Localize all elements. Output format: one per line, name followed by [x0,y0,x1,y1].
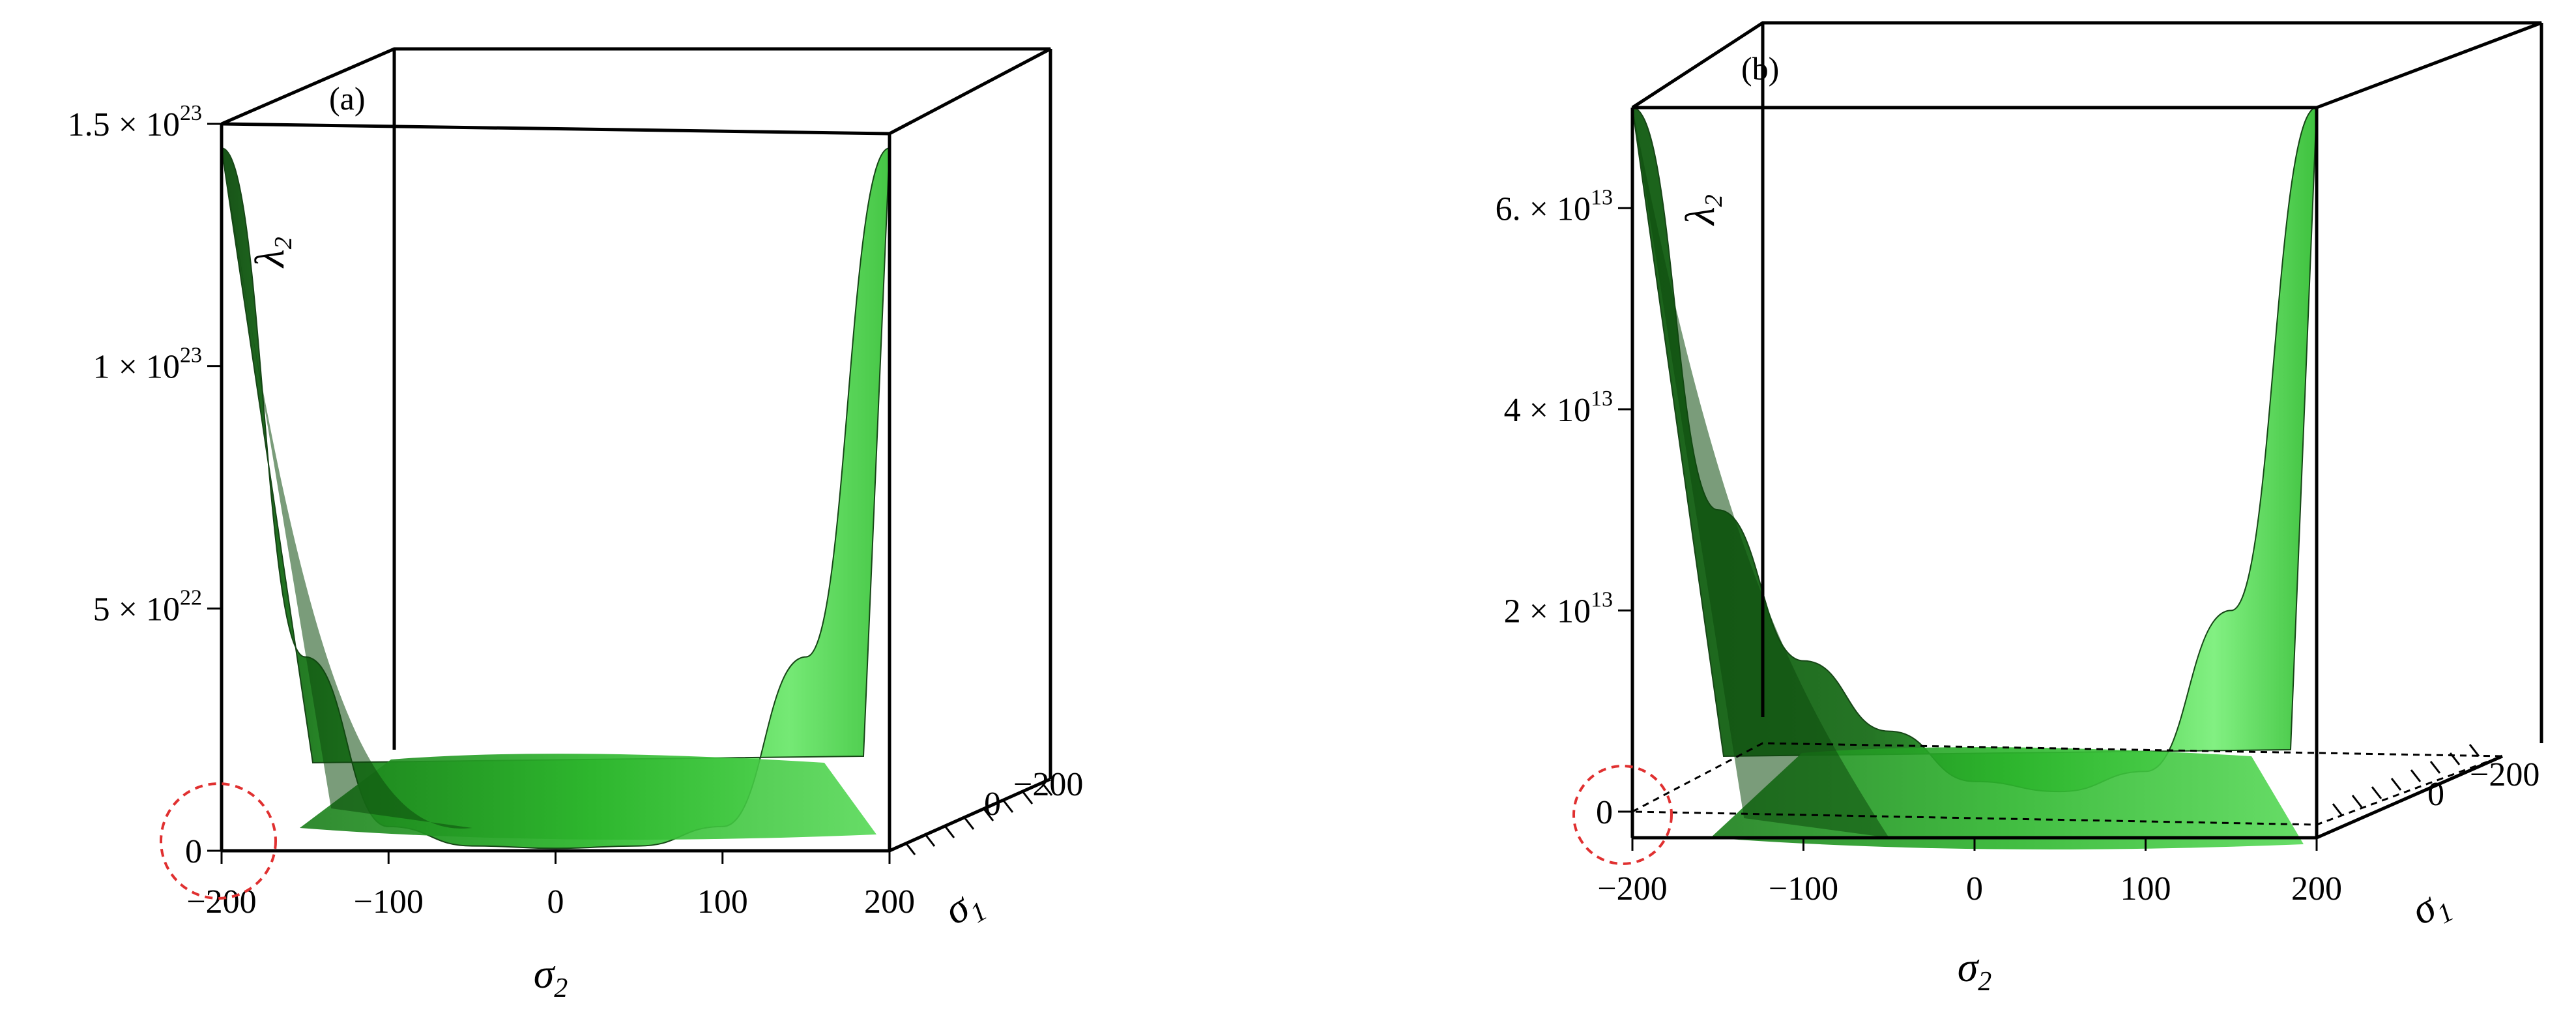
panel-b-label: (b) [1741,50,1779,87]
panel-a-y-tick-label: 0 [984,786,1001,823]
panel-a-surface-floor [300,754,876,840]
panel-b-y-tick-label: 0 [2427,776,2444,813]
panel-a-z-ticks: 0 5 × 1022 1 × 1023 1.5 × 1023 [68,101,222,870]
panel-a-x-tick-label: 100 [697,883,748,921]
panel-b-y-minor-tick [2351,795,2363,808]
panel-b-y-ticks: 0 −200 [2332,744,2540,816]
panel-b-y-minor-tick [2410,769,2422,782]
panel-a-z-tick-label: 1.5 × 1023 [68,101,202,143]
panel-a-surface-sheet [220,147,891,849]
panel-b-z-tick-label: 2 × 1013 [1504,587,1613,630]
panel-b-ylabel: σ1 [2403,877,2458,939]
panel-a-y-tick-label: −200 [1013,766,1083,803]
panel-a-y-minor-tick [1041,783,1053,796]
panel-a-zlabel: λ2 [246,237,297,269]
panel-a-xlabel: σ2 [534,951,568,1003]
panel-a-x-tick-label: 0 [547,883,564,921]
panel-b-xlabel: σ2 [1958,944,1992,997]
panel-b-x-tick-label: −100 [1769,870,1838,907]
panel-b-y-minor-tick [2449,752,2461,765]
panel-b-z-tick-label: 0 [1596,794,1613,831]
panel-b-surface [1631,106,2318,849]
panel-b-x-tick-label: 0 [1966,870,1983,907]
panel-b-y-minor-tick [2371,786,2382,799]
panel-a-y-ticks: 0 −200 [904,766,1083,855]
panel-b-y-minor-tick [2468,744,2480,757]
panel-b-z-tick-label: 6. × 1013 [1496,185,1613,228]
panel-a-z-tick-label: 0 [185,833,202,870]
panel-b-surface-shadow [1632,108,1889,838]
panel-b-y-minor-tick [2390,778,2402,791]
panel-a-ylabel: σ1 [936,876,992,939]
panel-a-box [220,47,1052,853]
panel-a-plot: (a) 0 5 × 1022 1 × 1023 1.5 × 1023 −200 −100… [68,47,1083,1003]
panel-a-y-minor-tick [1002,800,1014,813]
panel-b-y-minor-tick [2332,803,2343,816]
panel-b-z-ticks: 0 2 × 1013 4 × 1013 6. × 1013 [1496,185,1632,831]
panel-b-plot: (b) 0 2 × 1013 4 × 1013 6. × 1013 −200 −100 0… [1496,21,2543,997]
panel-a-y-minor-tick [1022,791,1034,804]
panel-a-label: (a) [329,80,366,117]
panel-b-x-ticks: −200 −100 0 100 200 [1597,838,2342,907]
panel-b-x-tick-label: 200 [2291,870,2342,907]
panel-b-x-tick-label: 100 [2120,870,2171,907]
panel-a-z-tick-label: 1 × 1023 [93,344,202,386]
panel-a-y-minor-tick [904,842,916,855]
panel-a-y-minor-tick [944,825,955,838]
panel-a-x-ticks: −200 −100 0 100 200 [186,851,915,921]
panel-a-z-tick-label: 5 × 1022 [93,585,202,628]
panel-a-origin-highlight [160,782,277,900]
panel-b-y-tick-label: −200 [2470,756,2540,793]
panel-a-y-minor-tick [963,817,975,830]
panel-a-x-tick-label: −200 [186,883,256,921]
panel-a-y-minor-tick [983,808,994,821]
panel-a-x-tick-label: 200 [864,883,915,921]
panel-a-surface [220,147,891,849]
panel-a-x-tick-label: −100 [354,883,424,921]
panel-b-origin-highlight [1572,765,1673,865]
panel-b-y-minor-tick [2429,761,2441,774]
panel-a-y-minor-tick [924,834,936,847]
panel-b-z-tick-label: 4 × 1013 [1504,387,1613,429]
panel-b-zlabel: λ2 [1677,194,1728,226]
panel-b-x-tick-label: −200 [1597,870,1667,907]
